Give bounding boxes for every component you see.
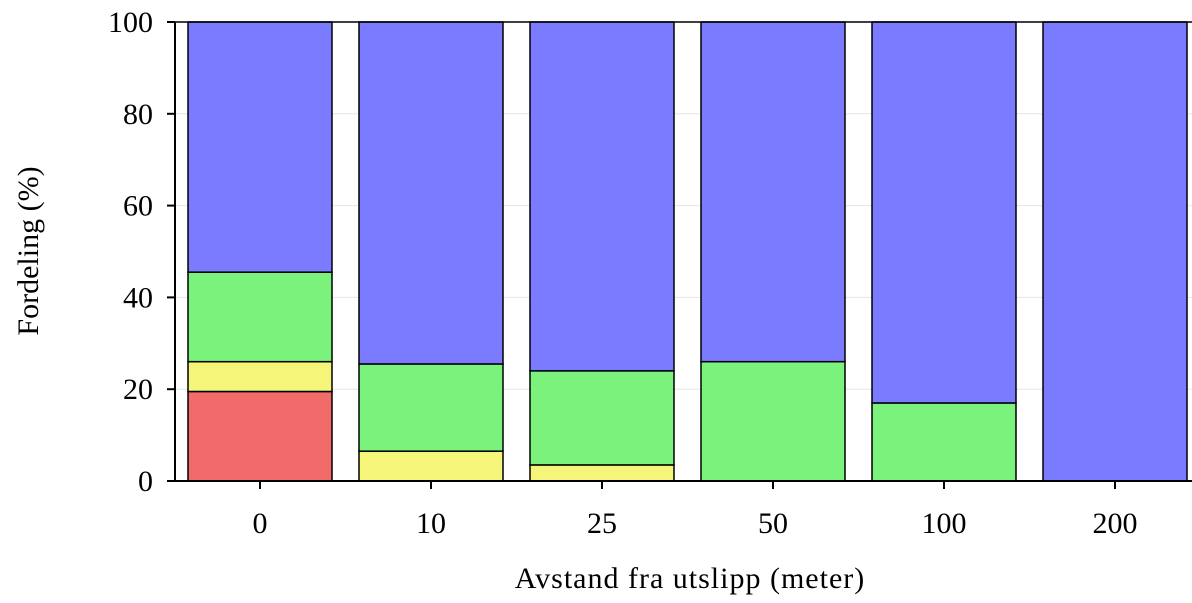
bar-stack [358,21,504,482]
bar-segment [358,450,504,482]
y-tick-label: 0 [138,465,153,498]
bar-segment [358,363,504,452]
y-tick-label: 40 [123,281,153,314]
gridlines [175,113,1192,390]
bar-stack [871,21,1017,482]
x-tick-label: 100 [922,507,967,540]
x-tick-label: 200 [1093,507,1138,540]
bar-segment [871,21,1017,404]
bar-segment [529,370,675,466]
bar-segment [529,21,675,372]
bars [187,21,1188,482]
bar-segment [187,21,333,273]
y-tick-label: 60 [123,190,153,223]
bar-stack [1042,21,1188,482]
x-tick-label: 0 [253,507,268,540]
y-axis-title: Fordeling (%) [12,166,45,335]
bar-segment [700,21,846,363]
x-tick-label: 50 [758,507,788,540]
bar-stack [529,21,675,482]
bar-segment [700,360,846,482]
bar-stack [700,21,846,482]
x-axis-title: Avstand fra utslipp (meter) [515,562,866,595]
x-tick-labels: 0 10 25 50 100 200 [253,507,1138,540]
y-tick-labels: 0 20 40 60 80 100 [108,6,153,498]
bar-segment [871,402,1017,482]
bar-stack [187,21,333,482]
bar-segment [1042,21,1188,482]
bar-segment [529,464,675,482]
y-tick-label: 100 [108,6,153,39]
bar-segment [358,21,504,365]
y-tick-label: 20 [123,373,153,406]
axes [167,21,1192,489]
bar-segment [187,360,333,393]
bar-segment [187,271,333,363]
bar-segment [187,390,333,482]
y-tick-label: 80 [123,98,153,131]
x-tick-label: 25 [587,507,617,540]
x-tick-label: 10 [416,507,446,540]
